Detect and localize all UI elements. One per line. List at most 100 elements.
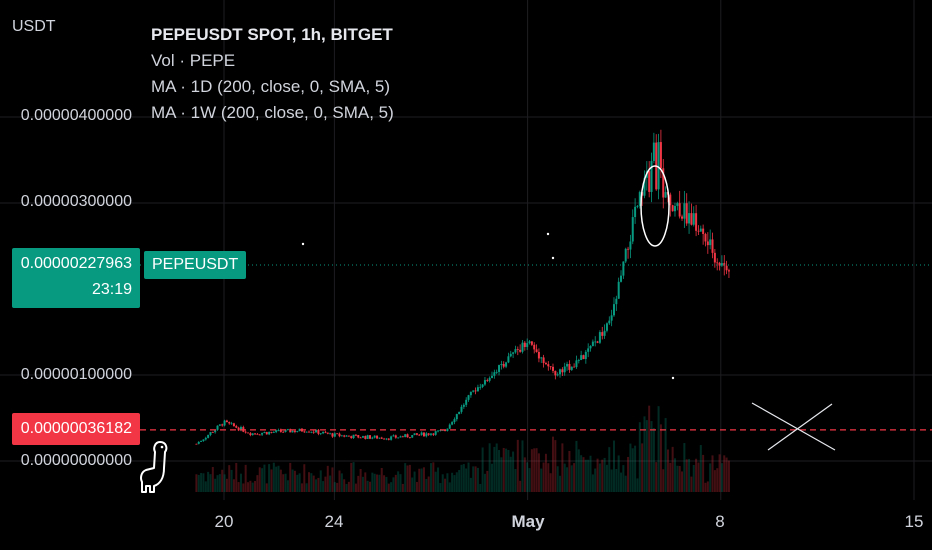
- volume-bar: [411, 477, 414, 492]
- volume-bar: [509, 456, 512, 492]
- candle-body: [265, 432, 268, 435]
- volume-bar: [603, 457, 606, 492]
- volume-bar: [286, 480, 289, 492]
- volume-bar: [315, 479, 318, 492]
- volume-bar: [505, 448, 508, 492]
- volume-bar: [533, 448, 536, 492]
- volume-bar: [458, 469, 461, 492]
- indicator-volume[interactable]: Vol · PEPE: [151, 51, 236, 70]
- current-price-label[interactable]: 0.00000227963 23:19: [12, 248, 140, 308]
- candle-body: [317, 429, 320, 434]
- candle-body: [526, 343, 529, 347]
- cross-annotation-line[interactable]: [767, 403, 833, 451]
- candle-body: [345, 435, 348, 437]
- volume-bar: [563, 463, 566, 492]
- candle-body: [519, 349, 522, 352]
- volume-bar: [249, 480, 252, 492]
- candle-body: [458, 411, 461, 415]
- candle-body: [371, 437, 374, 439]
- volume-bar: [584, 459, 587, 492]
- indicator-ma-1d[interactable]: MA · 1D (200, close, 0, SMA, 5): [151, 77, 391, 96]
- candle-body: [401, 436, 404, 438]
- candle-body: [225, 420, 228, 423]
- volume-bar: [211, 466, 214, 492]
- indicator-ma-1w[interactable]: MA · 1W (200, close, 0, SMA, 5): [151, 103, 394, 122]
- chart-legend: PEPEUSDT SPOT, 1h, BITGET Vol · PEPE MA …: [151, 22, 394, 126]
- candle-body: [361, 436, 364, 438]
- volume-bar: [688, 458, 691, 492]
- volume-bar: [319, 470, 322, 492]
- candle-body: [570, 366, 573, 370]
- symbol-tag[interactable]: PEPEUSDT: [144, 251, 247, 279]
- candle-body: [394, 435, 397, 438]
- volume-bar: [683, 443, 686, 492]
- candle-body: [408, 437, 411, 439]
- candle-body: [505, 362, 508, 367]
- candle-body: [350, 436, 353, 439]
- candle-body: [533, 344, 536, 350]
- candle-body: [498, 365, 501, 372]
- cross-annotation-line[interactable]: [751, 402, 836, 451]
- horizontal-line-price-value: 0.00000036182: [20, 420, 132, 437]
- volume-bar: [282, 474, 285, 492]
- candle-body: [369, 435, 372, 439]
- volume-bar: [664, 418, 667, 492]
- candle-body: [662, 168, 665, 198]
- candle-body: [411, 435, 414, 438]
- volume-bar: [589, 455, 592, 492]
- volume-bar: [727, 460, 730, 492]
- candle-body: [488, 377, 491, 381]
- candle-body: [650, 160, 653, 192]
- candle-body: [706, 241, 709, 246]
- candle-body: [629, 241, 632, 250]
- candle-body: [261, 433, 264, 435]
- circle-annotation[interactable]: [640, 165, 670, 247]
- candle-body: [209, 432, 212, 435]
- volume-bar: [225, 478, 228, 492]
- volume-bar: [258, 467, 261, 492]
- volume-bar: [566, 467, 569, 492]
- candle-body: [483, 380, 486, 385]
- volume-bar: [601, 459, 604, 492]
- volume-bar: [483, 473, 486, 492]
- candle-body: [293, 430, 296, 432]
- volume-bar: [498, 450, 501, 492]
- volume-bar: [467, 462, 470, 492]
- candle-body: [620, 275, 623, 282]
- candle-body: [378, 437, 381, 439]
- candle-body: [591, 341, 594, 346]
- candle-body: [716, 262, 719, 264]
- volume-bar: [643, 416, 646, 492]
- candle-body: [270, 431, 273, 433]
- candle-body: [380, 437, 383, 439]
- candle-body: [415, 433, 418, 435]
- volume-bar: [444, 478, 447, 492]
- volume-bar: [455, 472, 458, 492]
- chart-title[interactable]: PEPEUSDT SPOT, 1h, BITGET: [151, 25, 393, 44]
- candle-body: [723, 263, 726, 266]
- candle-body: [540, 357, 543, 359]
- candle-body: [681, 216, 684, 219]
- volume-bar: [354, 483, 357, 492]
- candle-body: [195, 443, 198, 445]
- candle-body: [669, 194, 672, 206]
- volume-bar: [594, 468, 597, 492]
- volume-bar: [537, 453, 540, 492]
- candle-body: [432, 433, 435, 435]
- volume-bar: [612, 440, 615, 492]
- candle-body: [474, 390, 477, 392]
- candle-body: [284, 429, 287, 432]
- volume-bar: [312, 475, 315, 492]
- candle-body: [366, 435, 369, 439]
- volume-bar: [495, 443, 498, 492]
- candle-body: [207, 434, 210, 438]
- candle-body: [610, 315, 613, 321]
- volume-bar: [549, 473, 552, 492]
- horizontal-line-price-label[interactable]: 0.00000036182: [12, 413, 140, 445]
- volume-bar: [465, 468, 468, 492]
- candle-body: [364, 436, 367, 439]
- candle-body: [530, 341, 533, 345]
- candle-body: [425, 433, 428, 437]
- volume-bar: [702, 454, 705, 492]
